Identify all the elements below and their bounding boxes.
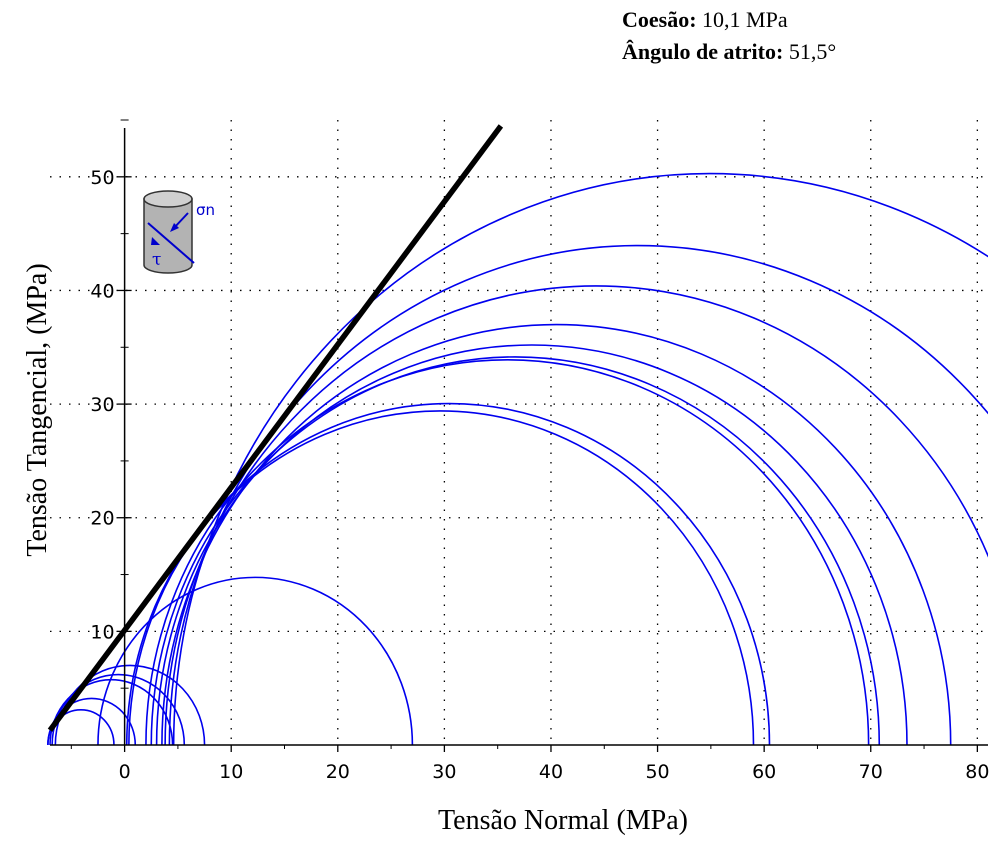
normal-arrow-head (170, 223, 179, 232)
mohr-circle-10 (150, 356, 881, 745)
mohr-circle-9 (145, 358, 870, 745)
y-tick-label-10: 10 (90, 621, 114, 643)
x-tick-label-0: 0 (119, 761, 131, 783)
mohr-circle-2 (47, 697, 137, 745)
parameters-box: Coesão: 10,1 MPa Ângulo de atrito: 51,5° (622, 4, 836, 68)
tick-labels: 0 10 20 30 40 50 60 70 80 10 20 30 40 50 (90, 167, 989, 783)
y-tick-label-40: 40 (90, 280, 114, 302)
cylinder-top (143, 190, 193, 208)
x-tick-label-50: 50 (645, 761, 669, 783)
y-tick-label-30: 30 (90, 394, 114, 416)
y-axis-label: Tensão Tangencial, (MPa) (22, 263, 53, 557)
mohr-circle-12 (161, 323, 952, 745)
x-tick-label-60: 60 (752, 761, 776, 783)
cohesion-label: Coesão: (622, 7, 697, 32)
envelope-line (47, 124, 504, 732)
x-tick-label-80: 80 (965, 761, 989, 783)
mohr-circle-14 (168, 244, 988, 745)
friction-label: Ângulo de atrito: (622, 39, 784, 64)
x-axis-label: Tensão Normal (MPa) (438, 805, 688, 836)
x-tick-label-40: 40 (539, 761, 563, 783)
tau-label: τ (152, 250, 161, 270)
cohesion-value: 10,1 MPa (702, 7, 788, 32)
x-tick-label-10: 10 (219, 761, 243, 783)
friction-value: 51,5° (788, 39, 837, 64)
mohr-circles (47, 172, 993, 745)
mohr-circle-11 (155, 344, 908, 745)
mohr-circle-6 (97, 577, 414, 745)
y-tick-label-20: 20 (90, 508, 114, 530)
sample-cylinder-icon: σn τ (143, 190, 215, 274)
friction-line: Ângulo de atrito: 51,5° (622, 36, 836, 68)
x-tick-label-70: 70 (859, 761, 883, 783)
mohr-circle-7 (125, 410, 755, 745)
x-tick-label-30: 30 (432, 761, 456, 783)
axes (50, 119, 988, 752)
shear-plane (147, 222, 195, 264)
mohr-circle-8 (128, 402, 771, 745)
sigma-label: σn (196, 201, 215, 219)
mohr-circle-15 (172, 172, 988, 745)
failure-envelope (47, 124, 504, 732)
cohesion-line: Coesão: 10,1 MPa (622, 4, 836, 36)
x-tick-label-20: 20 (326, 761, 350, 783)
mohr-circle-13 (165, 286, 993, 745)
mohr-circle-5 (54, 664, 206, 745)
cylinder-body (143, 198, 193, 274)
shear-arrow-head (151, 237, 160, 245)
y-tick-label-50: 50 (90, 167, 114, 189)
